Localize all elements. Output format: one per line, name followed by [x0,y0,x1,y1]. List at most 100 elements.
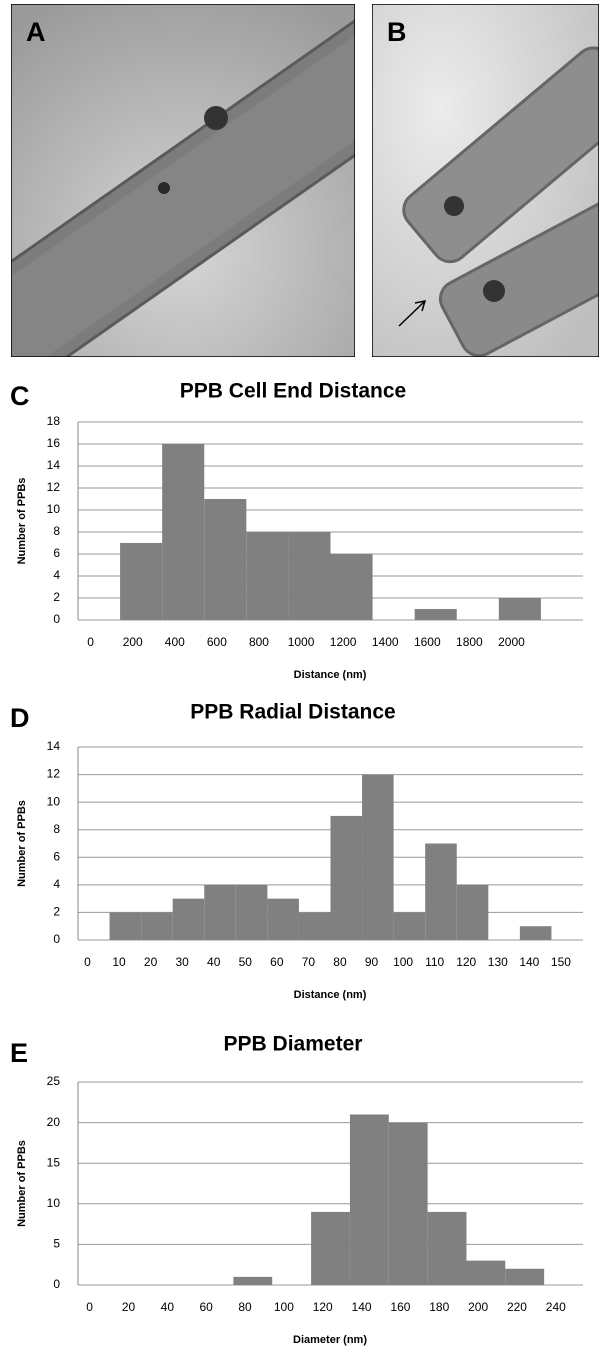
bar [330,554,373,620]
y-tick-label: 20 [47,1115,61,1129]
x-tick-label: 20 [144,955,158,969]
y-tick-label: 6 [53,849,60,863]
y-tick-label: 8 [53,524,60,538]
x-tick-label: 1600 [414,635,441,649]
y-tick-label: 18 [47,414,61,428]
bar [267,898,299,940]
panel-label: D [10,703,30,733]
x-tick-label: 100 [274,1300,294,1314]
bar [505,1268,545,1285]
y-tick-label: 6 [53,546,60,560]
y-tick-label: 0 [53,1277,60,1291]
y-tick-label: 16 [47,436,61,450]
bar [427,1211,467,1285]
y-tick-label: 5 [53,1237,60,1251]
y-tick-label: 10 [47,502,61,516]
bar [393,912,426,940]
y-tick-label: 14 [47,458,61,472]
x-tick-label: 140 [352,1300,372,1314]
bar [141,912,173,940]
x-tick-label: 240 [546,1300,566,1314]
x-tick-label: 400 [165,635,185,649]
x-tick-label: 220 [507,1300,527,1314]
x-tick-label: 120 [456,955,476,969]
bar [466,1260,506,1285]
y-tick-label: 14 [47,739,61,753]
x-tick-label: 80 [333,955,347,969]
bar [204,499,247,620]
x-tick-label: 30 [175,955,189,969]
panel-label: C [10,381,30,411]
bar [233,1276,273,1285]
x-tick-label: 180 [429,1300,449,1314]
x-tick-label: 60 [270,955,284,969]
y-tick-label: 25 [47,1074,61,1088]
bar [498,598,541,620]
bar [456,884,489,940]
x-tick-label: 800 [249,635,269,649]
chart-title: PPB Diameter [224,1033,363,1056]
bar [362,774,394,940]
bar [388,1122,428,1285]
y-tick-label: 12 [47,480,61,494]
y-tick-label: 8 [53,822,60,836]
x-tick-label: 1200 [330,635,357,649]
micrograph-b [372,4,599,357]
x-tick-label: 100 [393,955,413,969]
x-tick-label: 140 [519,955,539,969]
x-tick-label: 40 [161,1300,175,1314]
x-tick-label: 0 [87,635,94,649]
x-tick-label: 1400 [372,635,399,649]
x-tick-label: 0 [86,1300,93,1314]
x-tick-label: 20 [122,1300,136,1314]
chart-title: PPB Cell End Distance [180,380,406,403]
y-tick-label: 0 [53,612,60,626]
micrograph-a [11,4,355,357]
bar [349,1114,389,1285]
bar [246,532,289,620]
x-tick-label: 90 [365,955,379,969]
y-tick-label: 10 [47,1196,61,1210]
x-tick-label: 150 [551,955,571,969]
panel-label: A [26,17,46,47]
y-tick-label: 0 [53,932,60,946]
x-tick-label: 70 [302,955,316,969]
bar [288,532,331,620]
x-tick-label: 40 [207,955,221,969]
y-tick-label: 4 [53,568,60,582]
y-axis-title: Number of PPBs [16,1140,28,1227]
bar [204,884,236,940]
x-tick-label: 110 [425,955,444,969]
y-tick-label: 2 [53,590,60,604]
panel-label: B [387,17,407,47]
bar [235,884,268,940]
y-tick-label: 4 [53,877,60,891]
bar [172,898,205,940]
y-axis-title: Number of PPBs [16,800,28,887]
chart-title: PPB Radial Distance [190,701,395,724]
bar [330,815,363,940]
panel-label: E [10,1038,28,1068]
x-axis-title: Distance (nm) [294,989,367,1001]
x-tick-label: 50 [239,955,253,969]
bar [311,1211,350,1285]
x-axis-title: Distance (nm) [294,669,367,681]
y-tick-label: 15 [47,1155,61,1169]
x-tick-label: 200 [468,1300,488,1314]
x-tick-label: 80 [238,1300,252,1314]
x-tick-label: 1000 [288,635,315,649]
x-tick-label: 160 [390,1300,410,1314]
x-tick-label: 0 [84,955,91,969]
bar [162,444,205,620]
bar [414,609,457,620]
x-tick-label: 10 [112,955,126,969]
bar [519,926,552,940]
y-tick-label: 10 [47,794,61,808]
x-tick-label: 60 [200,1300,214,1314]
bar [298,912,331,940]
x-tick-label: 600 [207,635,227,649]
x-tick-label: 2000 [498,635,525,649]
x-axis-title: Diameter (nm) [293,1334,367,1346]
x-tick-label: 120 [313,1300,333,1314]
